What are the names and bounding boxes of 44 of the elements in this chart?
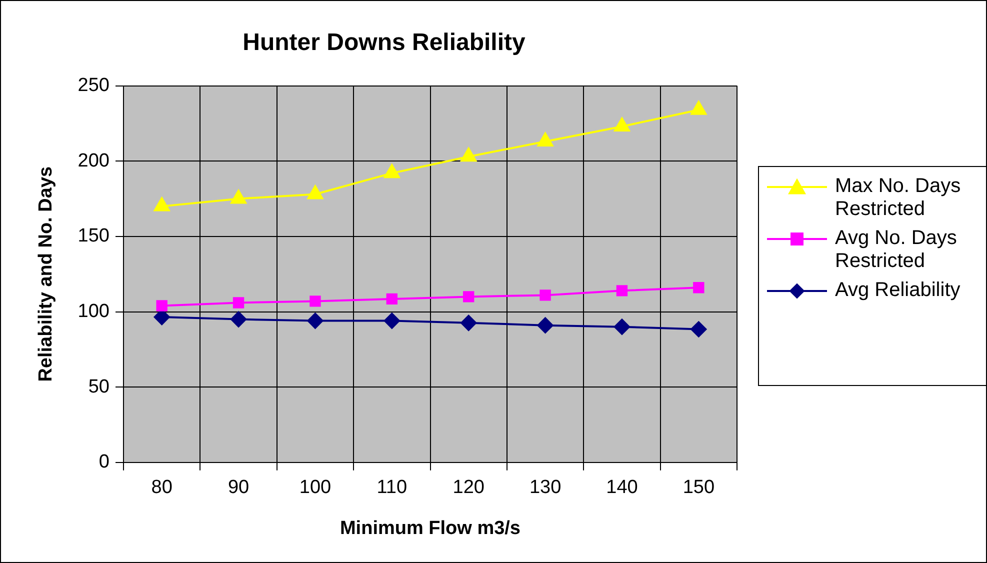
point	[384, 312, 400, 329]
y-tick-label: 150	[78, 226, 110, 247]
point	[386, 293, 398, 305]
legend-label: Avg Reliability	[835, 279, 962, 302]
x-tick-label: 80	[151, 477, 172, 498]
legend-label: Max No. Days Restricted	[835, 175, 962, 221]
point	[232, 297, 244, 308]
y-tick-label: 200	[78, 150, 110, 172]
legend-label: Avg No. Days Restricted	[835, 227, 958, 273]
point	[230, 190, 246, 204]
y-tick-label: 0	[98, 452, 110, 473]
point	[693, 282, 704, 294]
x-tick-label: 140	[606, 477, 638, 498]
x-tick-label: 90	[228, 477, 250, 498]
point	[156, 300, 168, 312]
x-tick-label: 110	[376, 477, 408, 498]
y-tick-label: 50	[88, 376, 110, 398]
point	[384, 164, 400, 178]
point	[537, 132, 554, 147]
point	[614, 318, 630, 335]
point	[537, 317, 554, 334]
point	[154, 197, 170, 212]
x-tick-label: 130	[529, 477, 562, 498]
y-tick-label: 100	[78, 300, 110, 322]
point	[307, 312, 324, 329]
x-tick-label: 150	[682, 477, 715, 498]
point	[616, 285, 628, 296]
point	[460, 314, 477, 331]
x-tick-label: 120	[452, 477, 484, 498]
point	[690, 321, 707, 338]
chart-title: Hunter Downs Reliability	[242, 29, 526, 56]
point	[463, 291, 474, 302]
x-tick-label: 100	[299, 477, 332, 498]
point	[230, 311, 247, 328]
point	[310, 296, 321, 307]
point	[460, 148, 477, 162]
x-axis-title: Minimum Flow m3/s	[340, 518, 521, 539]
point	[690, 100, 707, 115]
y-axis-title: Reliability and No. Days	[36, 166, 57, 382]
point	[307, 185, 324, 200]
y-tick-label: 250	[78, 75, 110, 96]
point	[154, 309, 170, 326]
point	[540, 290, 551, 301]
point	[614, 117, 630, 132]
